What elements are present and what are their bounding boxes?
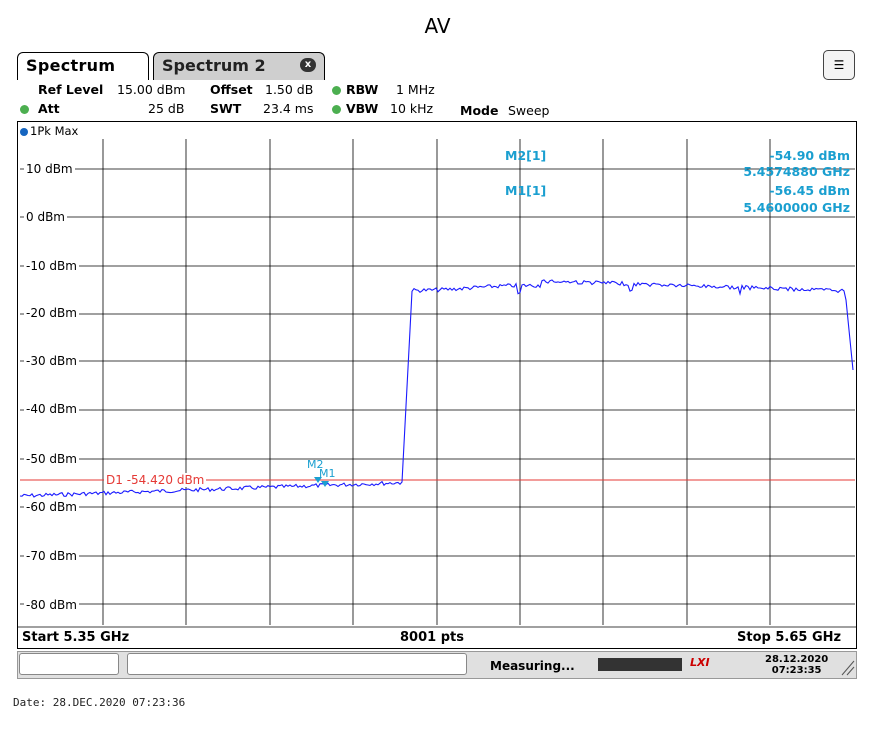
ref-level-label: Ref Level bbox=[38, 82, 104, 97]
display-line-label: D1 -54.420 dBm bbox=[104, 473, 207, 487]
tab-spectrum[interactable]: Spectrum bbox=[17, 52, 149, 80]
stop-frequency: Stop 5.65 GHz bbox=[737, 630, 842, 645]
marker-m1-level: -56.45 dBm bbox=[769, 183, 850, 198]
lxi-logo: LXI bbox=[690, 656, 710, 669]
marker-m1-tag: M1 bbox=[319, 467, 336, 480]
y-tick: -80 dBm bbox=[24, 598, 79, 612]
trace-line bbox=[19, 279, 854, 498]
y-tick: -20 dBm bbox=[24, 306, 79, 320]
grid bbox=[17, 139, 857, 628]
mode-label: Mode bbox=[460, 103, 499, 118]
swt-value: 23.4 ms bbox=[263, 101, 314, 116]
ref-level-value: 15.00 dBm bbox=[117, 82, 186, 97]
status-date: 28.12.2020 bbox=[765, 654, 829, 665]
y-tick: -60 dBm bbox=[24, 500, 79, 514]
trace-label-text: 1Pk Max bbox=[30, 124, 79, 138]
offset-label: Offset bbox=[210, 82, 253, 97]
y-tick: 0 dBm bbox=[24, 210, 67, 224]
trace-label: 1Pk Max bbox=[20, 124, 78, 138]
rbw-label: RBW bbox=[346, 82, 379, 97]
att-coupled-icon bbox=[20, 105, 29, 114]
marker-m2-icon bbox=[314, 477, 322, 483]
marker-m2-name: M2[1] bbox=[505, 148, 547, 163]
start-frequency: Start 5.35 GHz bbox=[22, 630, 130, 645]
att-value: 25 dB bbox=[148, 101, 185, 116]
menu-icon[interactable]: ☰ bbox=[823, 50, 855, 80]
swt-label: SWT bbox=[210, 101, 242, 116]
vbw-label: VBW bbox=[346, 101, 379, 116]
status-time: 07:23:35 bbox=[771, 665, 822, 676]
mode-value: Sweep bbox=[508, 103, 550, 118]
resize-grip-icon[interactable] bbox=[838, 655, 856, 677]
y-tick: -30 dBm bbox=[24, 354, 79, 368]
tab-close-icon[interactable]: x bbox=[300, 58, 316, 72]
marker-m1-freq: 5.4600000 GHz bbox=[743, 200, 850, 215]
y-tick: -40 dBm bbox=[24, 402, 79, 416]
progress-bar bbox=[598, 658, 682, 671]
measuring-status: Measuring... bbox=[490, 659, 575, 673]
status-field-2 bbox=[127, 653, 467, 675]
vbw-coupled-icon bbox=[332, 105, 341, 114]
marker-m2-freq: 5.4574880 GHz bbox=[743, 164, 850, 179]
marker-m1-name: M1[1] bbox=[505, 183, 547, 198]
y-tick: -70 dBm bbox=[24, 549, 79, 563]
y-tick: -10 dBm bbox=[24, 259, 79, 273]
trace-dot-icon bbox=[20, 127, 28, 136]
sweep-points: 8001 pts bbox=[400, 630, 464, 645]
rbw-coupled-icon bbox=[332, 86, 341, 95]
vbw-value: 10 kHz bbox=[390, 101, 434, 116]
status-field-1 bbox=[19, 653, 119, 675]
marker-m2-tag: M2 bbox=[307, 458, 324, 471]
y-tick: 10 dBm bbox=[24, 162, 75, 176]
marker-m1-icon bbox=[321, 481, 329, 487]
plot-frame bbox=[17, 121, 857, 649]
y-tick: -50 dBm bbox=[24, 452, 79, 466]
page-title: AV bbox=[424, 14, 451, 38]
date-footer: Date: 28.DEC.2020 07:23:36 bbox=[13, 696, 186, 709]
att-label: Att bbox=[38, 101, 60, 116]
offset-value: 1.50 dB bbox=[265, 82, 314, 97]
marker-m2-level: -54.90 dBm bbox=[769, 148, 850, 163]
rbw-value: 1 MHz bbox=[396, 82, 435, 97]
tab-spectrum-2[interactable]: Spectrum 2 bbox=[153, 52, 325, 80]
status-datetime: 28.12.2020 07:23:35 bbox=[765, 654, 828, 676]
